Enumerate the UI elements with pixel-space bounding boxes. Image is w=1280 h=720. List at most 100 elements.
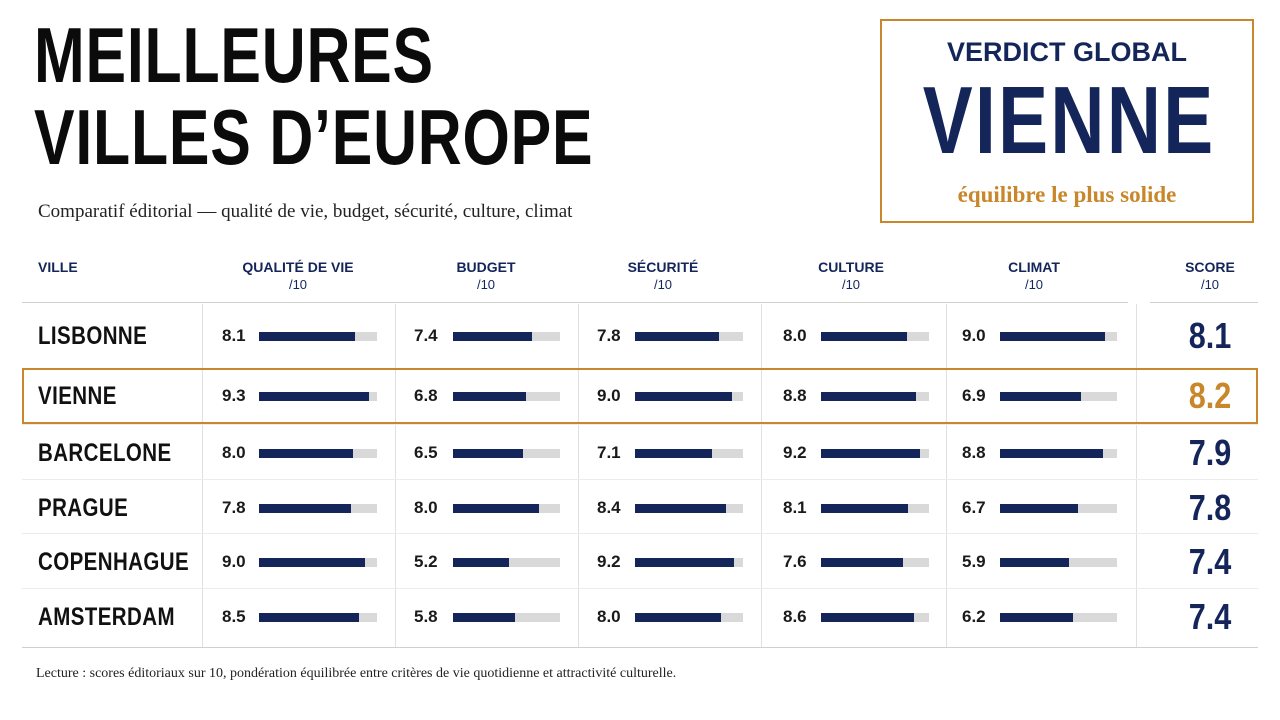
bar — [821, 504, 909, 513]
column-divider — [1136, 304, 1137, 647]
city-name: BARCELONE — [38, 439, 172, 467]
bar — [1000, 449, 1103, 458]
bar — [821, 449, 921, 458]
bar-track — [259, 332, 377, 341]
bar — [259, 613, 360, 622]
bar — [635, 392, 733, 401]
bar-track — [259, 504, 377, 513]
bar-track — [1000, 392, 1117, 401]
value-label: 8.0 — [597, 607, 621, 626]
value-label: 6.9 — [962, 386, 986, 405]
value-label: 9.2 — [597, 552, 621, 571]
value-label: 6.5 — [414, 443, 438, 462]
table-row — [22, 368, 1258, 424]
bar-track — [453, 613, 560, 622]
bar-track — [259, 558, 377, 567]
verdict-box: VERDICT GLOBAL VIENNE équilibre le plus … — [880, 19, 1254, 223]
bar — [259, 332, 355, 341]
bar — [821, 392, 917, 401]
bar-track — [821, 449, 929, 458]
header-unit: /10 — [653, 277, 673, 292]
bar-track — [821, 613, 929, 622]
value-label: 6.8 — [414, 386, 438, 405]
bar — [1000, 613, 1073, 622]
bar-track — [635, 449, 743, 458]
score-value: 7.4 — [1188, 596, 1232, 637]
header-unit: /10 — [288, 277, 308, 292]
bar — [635, 504, 726, 513]
score-value: 7.9 — [1188, 432, 1232, 473]
column-divider — [578, 304, 579, 647]
score-value: 8.2 — [1188, 375, 1232, 416]
bar-track — [635, 332, 743, 341]
header-unit: /10 — [841, 277, 861, 292]
value-label: 8.0 — [222, 443, 246, 462]
column-divider — [946, 304, 947, 647]
bar-track — [259, 449, 377, 458]
value-label: 5.9 — [962, 552, 986, 571]
value-label: 6.2 — [962, 607, 986, 626]
value-label: 5.8 — [414, 607, 438, 626]
verdict-label: VERDICT GLOBAL — [947, 37, 1187, 67]
row-divider — [22, 479, 1258, 480]
value-label: 9.3 — [222, 386, 246, 405]
score-value: 7.4 — [1188, 541, 1232, 582]
header-label: SCORE — [1185, 259, 1235, 275]
bar — [453, 449, 523, 458]
bar — [821, 558, 904, 567]
bar — [821, 613, 914, 622]
score-header-rule — [1150, 302, 1258, 303]
header-budget: BUDGET/10 — [416, 258, 556, 294]
bar — [259, 504, 352, 513]
bar-track — [821, 332, 929, 341]
column-divider — [761, 304, 762, 647]
bar-track — [635, 613, 743, 622]
bar — [1000, 392, 1081, 401]
header-qualit-de-vie: QUALITÉ DE VIE/10 — [228, 258, 368, 294]
bar-track — [635, 504, 743, 513]
column-divider — [395, 304, 396, 647]
bar — [259, 392, 369, 401]
bar — [453, 613, 516, 622]
value-label: 9.0 — [222, 552, 246, 571]
bar-track — [821, 392, 929, 401]
value-label: 9.2 — [783, 443, 807, 462]
verdict-city: VIENNE — [922, 67, 1216, 174]
value-label: 8.5 — [222, 607, 246, 626]
bar-track — [259, 392, 377, 401]
value-label: 7.4 — [414, 326, 438, 345]
bar-track — [453, 449, 560, 458]
title-line-2: VILLES D’EUROPE — [34, 93, 594, 181]
value-label: 7.8 — [597, 326, 621, 345]
subtitle: Comparatif éditorial — qualité de vie, b… — [38, 201, 573, 222]
bar-track — [453, 392, 560, 401]
bar — [453, 504, 539, 513]
row-divider — [22, 533, 1258, 534]
value-label: 7.6 — [783, 552, 807, 571]
value-label: 7.8 — [222, 498, 246, 517]
row-divider — [22, 588, 1258, 589]
value-label: 8.0 — [783, 326, 807, 345]
bar-track — [1000, 449, 1117, 458]
bar-track — [259, 613, 377, 622]
bar-track — [1000, 332, 1117, 341]
bar-track — [635, 558, 743, 567]
bar — [635, 449, 712, 458]
bar — [453, 392, 526, 401]
value-label: 9.0 — [962, 326, 986, 345]
header-unit: /10 — [1024, 277, 1044, 292]
bar-track — [1000, 558, 1117, 567]
bar — [259, 449, 354, 458]
bar-track — [821, 504, 929, 513]
value-label: 6.7 — [962, 498, 986, 517]
city-name: LISBONNE — [38, 322, 148, 350]
verdict-note: équilibre le plus solide — [957, 182, 1177, 207]
value-label: 5.2 — [414, 552, 438, 571]
bar-track — [453, 332, 560, 341]
bar — [1000, 504, 1079, 513]
header-culture: CULTURE/10 — [781, 258, 921, 294]
header-s-curit: SÉCURITÉ/10 — [593, 258, 733, 294]
value-label: 8.6 — [783, 607, 807, 626]
value-label: 8.0 — [414, 498, 438, 517]
bar — [1000, 558, 1070, 567]
